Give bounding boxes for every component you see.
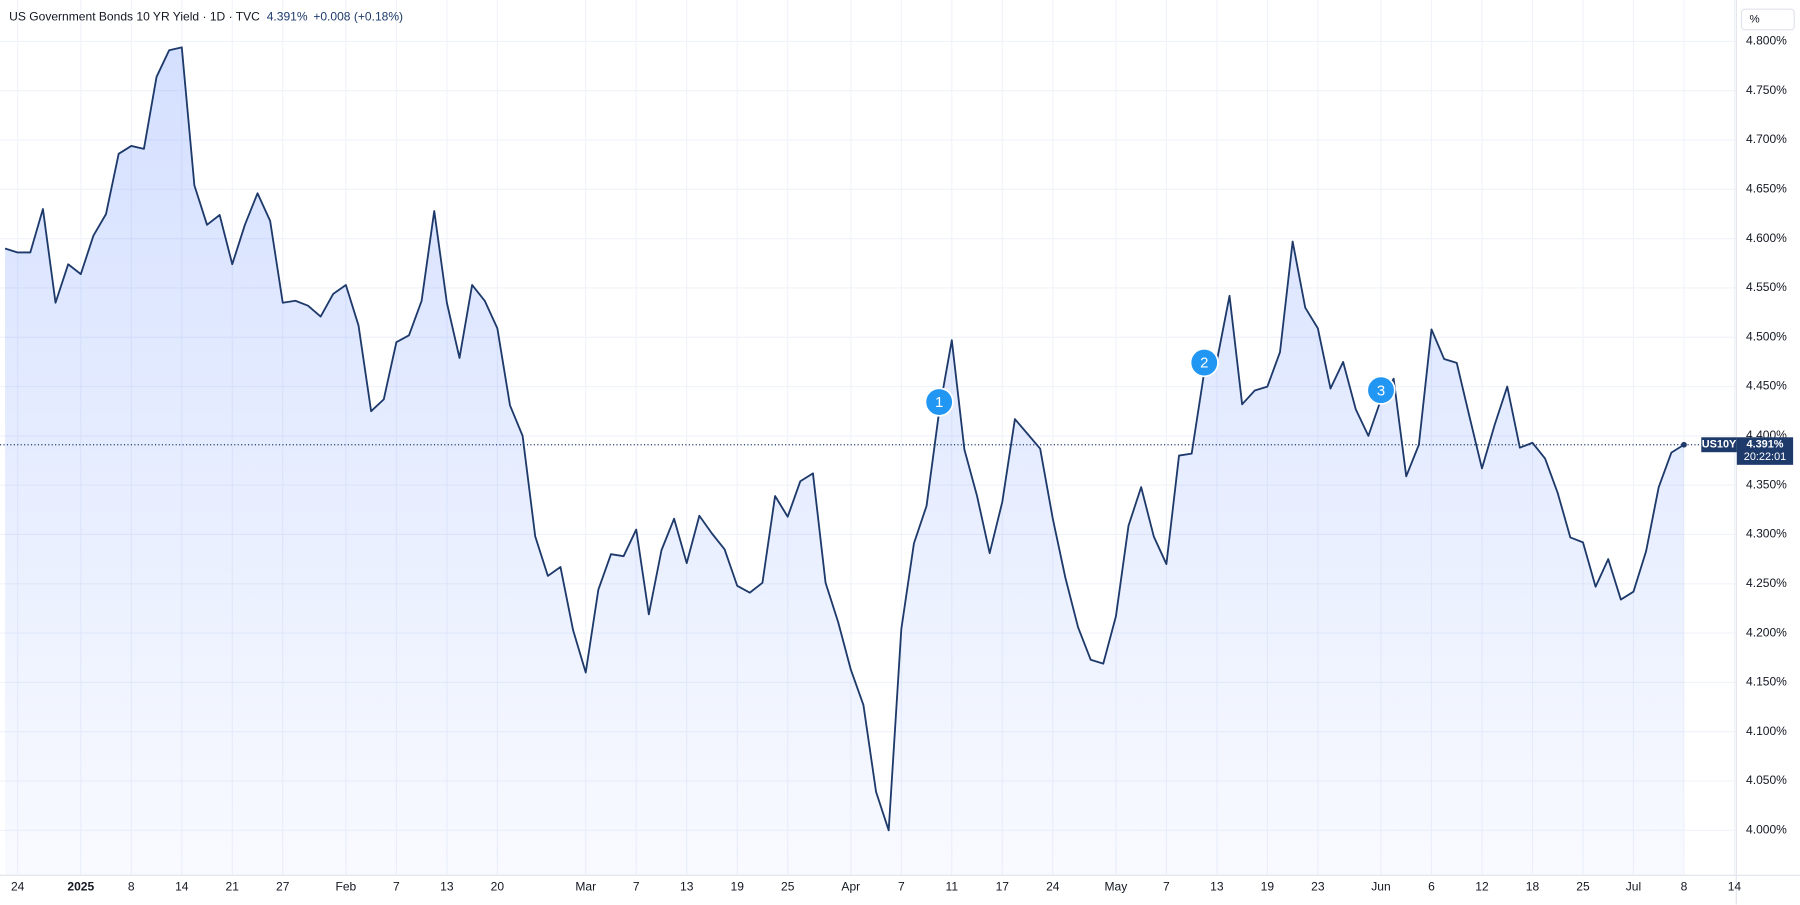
x-tick-label: 13 xyxy=(680,880,694,894)
x-tick-label: 23 xyxy=(1311,880,1325,894)
event-marker-label: 2 xyxy=(1200,355,1208,372)
x-tick-label: Mar xyxy=(575,880,596,894)
x-tick-label: 7 xyxy=(393,880,400,894)
event-marker[interactable]: 3 xyxy=(1366,375,1396,405)
x-tick-label: 24 xyxy=(11,880,25,894)
axes: 4.000% 4.050% 4.100% 4.150% 4.200% 4.250% 4.30… xyxy=(11,34,1787,894)
x-tick-label: May xyxy=(1105,880,1128,894)
y-tick-label: 4.200% xyxy=(1746,625,1787,639)
x-tick-label: 12 xyxy=(1475,880,1489,894)
chart-title: US Government Bonds 10 YR Yield · 1D · T… xyxy=(9,9,260,23)
plot: 1 2 3 xyxy=(0,46,1736,875)
x-tick-label: 2025 xyxy=(67,880,94,894)
x-tick-label: 7 xyxy=(1163,880,1170,894)
area-fill xyxy=(5,47,1684,875)
event-marker-circle xyxy=(1189,347,1219,378)
event-marker-circle xyxy=(1366,375,1396,405)
x-tick-label: 27 xyxy=(276,880,290,894)
event-marker-label: 1 xyxy=(935,394,943,411)
x-tick-label: Apr xyxy=(841,880,860,894)
x-tick-label: 8 xyxy=(1681,880,1688,894)
y-tick-label: 4.050% xyxy=(1746,773,1787,787)
x-tick-label: 14 xyxy=(1728,880,1742,894)
y-tick-label: 4.250% xyxy=(1746,576,1787,590)
tag-countdown: 20:22:01 xyxy=(1744,451,1786,463)
x-tick-label: 19 xyxy=(1261,880,1275,894)
last-point xyxy=(1681,441,1687,448)
y-tick-label: 4.350% xyxy=(1746,477,1787,491)
tag-name: US10Y xyxy=(1702,439,1737,451)
x-tick-label: 25 xyxy=(1576,880,1590,894)
x-tick-label: 24 xyxy=(1046,880,1060,894)
y-tick-label: 4.700% xyxy=(1746,132,1787,146)
y-tick-label: 4.100% xyxy=(1746,724,1787,738)
y-tick-label: 4.600% xyxy=(1746,231,1787,245)
tag-value: 4.391% xyxy=(1747,439,1784,451)
event-marker[interactable]: 2 xyxy=(1189,347,1219,378)
price-tag: US10Y 4.391%20:22:01 xyxy=(1701,437,1794,465)
y-tick-label: 4.150% xyxy=(1746,675,1787,689)
x-tick-label: Feb xyxy=(335,880,356,894)
y-tick-label: 4.300% xyxy=(1746,527,1787,541)
unit-label[interactable]: % xyxy=(1749,14,1759,26)
x-tick-label: 8 xyxy=(128,880,135,894)
unit-button[interactable] xyxy=(1740,8,1795,31)
x-tick-label: 7 xyxy=(898,880,905,894)
x-tick-label: 18 xyxy=(1526,880,1540,894)
change: +0.008 (+0.18%) xyxy=(313,9,403,23)
y-tick-label: 4.450% xyxy=(1746,379,1787,393)
x-tick-label: 25 xyxy=(781,880,795,894)
x-tick-label: 14 xyxy=(175,880,189,894)
tag-name-box xyxy=(1701,437,1737,453)
x-tick-label: 13 xyxy=(1210,880,1224,894)
x-tick-label: 13 xyxy=(440,880,454,894)
last-value: 4.391% xyxy=(267,9,308,23)
tag-value-box xyxy=(1736,437,1794,465)
event-marker[interactable]: 1 xyxy=(924,387,954,417)
y-tick-label: 4.650% xyxy=(1746,182,1787,196)
x-tick-label: 17 xyxy=(996,880,1010,894)
y-tick-label: 4.500% xyxy=(1746,329,1787,343)
line xyxy=(4,46,1685,832)
event-marker-circle xyxy=(924,387,954,417)
y-tick-label: 4.550% xyxy=(1746,280,1787,294)
x-tick-label: 11 xyxy=(946,880,959,894)
x-tick-label: Jul xyxy=(1626,880,1641,894)
x-tick-label: 6 xyxy=(1428,880,1435,894)
y-tick-label: 4.750% xyxy=(1746,83,1787,97)
x-tick-label: 19 xyxy=(731,880,745,894)
x-tick-label: 20 xyxy=(491,880,505,894)
event-marker-label: 3 xyxy=(1377,382,1385,399)
x-tick-label: 21 xyxy=(226,880,240,894)
x-tick-label: Jun xyxy=(1371,880,1390,894)
y-tick-label: 4.000% xyxy=(1746,823,1787,837)
y-tick-label: 4.800% xyxy=(1746,34,1787,48)
x-tick-label: 7 xyxy=(633,880,640,894)
